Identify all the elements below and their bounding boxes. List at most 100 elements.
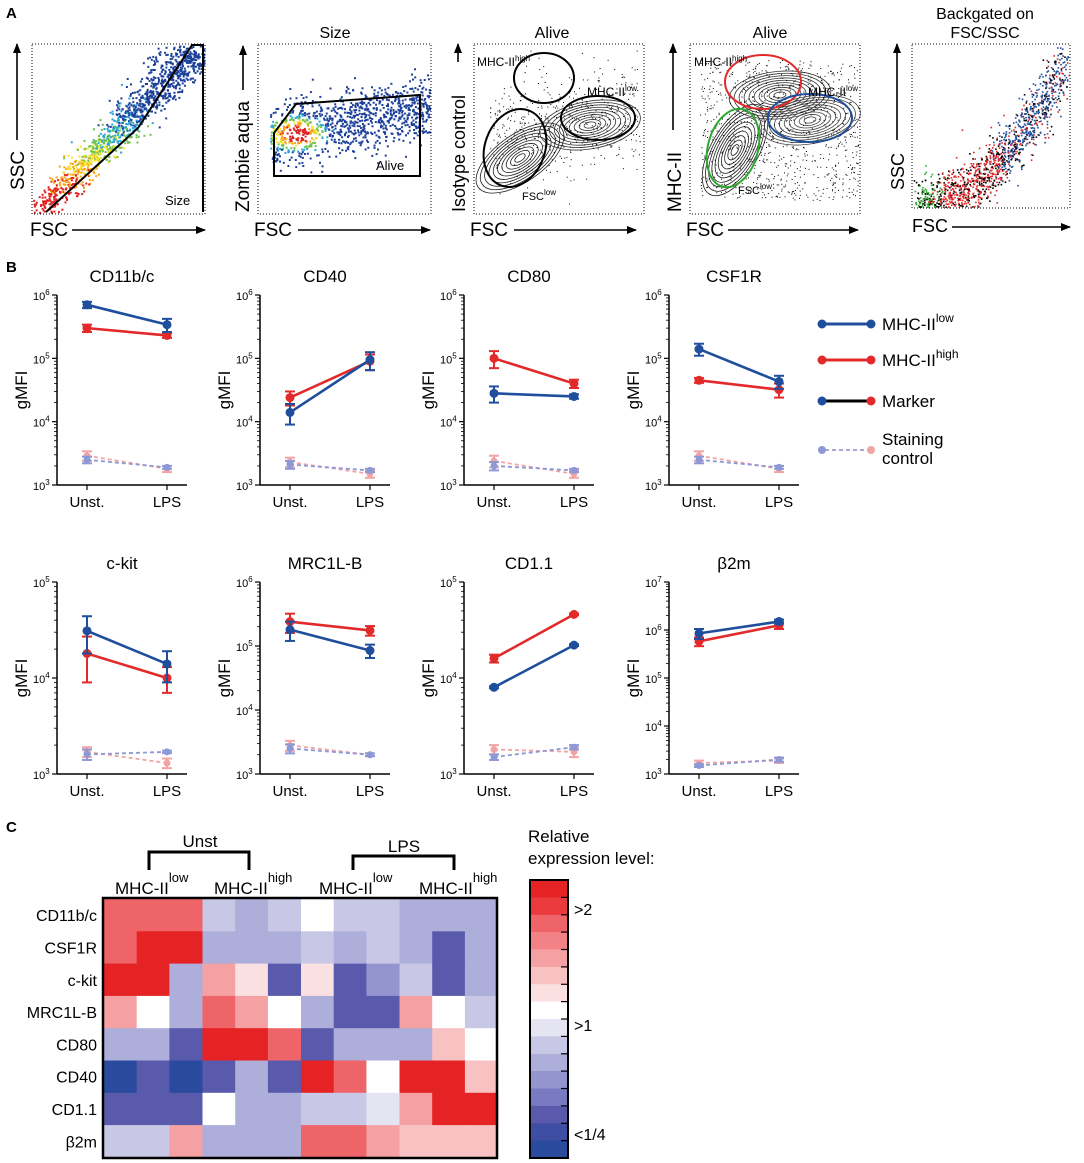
facs-point [760, 134, 762, 135]
facs-point [87, 157, 90, 160]
facs-point [740, 163, 742, 165]
facs-point [784, 163, 786, 165]
facs-point [796, 168, 798, 170]
facs-point [353, 125, 356, 128]
facs-point [570, 152, 572, 153]
facs-point [285, 146, 288, 149]
facs-point [553, 151, 555, 153]
facs-point [799, 84, 801, 86]
facs-point [1039, 132, 1042, 134]
facs-point [128, 109, 131, 112]
facs-point [496, 142, 498, 144]
facs-point [954, 182, 957, 185]
facs-point [275, 137, 278, 139]
facs-point [356, 104, 359, 107]
facs-point [381, 120, 384, 123]
facs-point [952, 169, 954, 171]
facs-point [411, 73, 413, 76]
facs-point [186, 78, 189, 81]
facs-point [303, 127, 306, 130]
facs-point [1054, 97, 1057, 99]
facs-point [850, 168, 852, 170]
facs-point [62, 171, 65, 174]
facs-point [975, 179, 978, 181]
facs-point [987, 151, 990, 153]
facs-point [328, 115, 331, 118]
facs-point [976, 179, 979, 182]
facs-point [584, 144, 585, 146]
facs-point [38, 196, 41, 199]
facs-point [766, 142, 768, 144]
facs-point [150, 78, 153, 81]
mhc-low-gate-blue [767, 93, 853, 143]
facs-point [1037, 126, 1039, 129]
facs-point [726, 138, 728, 140]
facs-point [854, 119, 856, 121]
facs-point [383, 114, 386, 117]
facs-point [741, 146, 743, 148]
facs-point [354, 120, 357, 123]
facs-point [167, 100, 170, 103]
facs-point [959, 186, 961, 188]
facs-point [843, 120, 845, 122]
facs-point [420, 91, 423, 94]
facs-point [521, 126, 523, 128]
facs-point [356, 102, 359, 105]
facs-point [345, 89, 348, 92]
facs-point [952, 192, 955, 195]
facs-point [924, 179, 927, 182]
facs-point [317, 154, 320, 157]
facs-plot-1-frame [31, 43, 206, 215]
facs-point [820, 195, 822, 197]
facs-point [813, 193, 815, 195]
facs-point [282, 129, 285, 132]
facs-point [289, 135, 292, 138]
contour-line [714, 121, 756, 179]
facs-point [849, 102, 851, 104]
facs-point [768, 125, 770, 127]
facs-point [561, 157, 562, 159]
facs-point [78, 168, 81, 171]
facs-point [302, 113, 305, 116]
facs-point [563, 162, 565, 163]
facs-point [842, 189, 844, 191]
facs-point [353, 129, 356, 132]
facs-point [401, 111, 404, 114]
facs-point [570, 130, 572, 131]
facs-point [292, 119, 295, 122]
facs-point [771, 118, 772, 120]
facs-point [596, 125, 598, 127]
facs-point [844, 117, 846, 118]
facs-point [371, 125, 374, 128]
facs-point [931, 173, 934, 176]
facs-point [277, 143, 280, 146]
facs-point [284, 140, 287, 143]
facs-point [111, 141, 114, 144]
facs-point [710, 120, 712, 122]
facs-point [114, 130, 117, 133]
facs-point [546, 73, 548, 74]
facs-point [814, 160, 816, 162]
facs-point [408, 112, 411, 115]
facs-point [797, 182, 798, 184]
facs-point [1057, 54, 1059, 57]
facs-point [804, 182, 806, 184]
facs-plot-1-xlabel: FSC [30, 220, 68, 241]
facs-point [545, 169, 547, 171]
facs-point [628, 126, 630, 128]
facs-point [631, 67, 633, 69]
facs-point [812, 89, 813, 91]
facs-point [788, 130, 790, 132]
facs-point [1018, 159, 1021, 161]
facs-point [961, 176, 964, 178]
facs-point [359, 101, 362, 104]
facs-point [425, 111, 428, 114]
facs-point [728, 136, 730, 137]
facs-point [85, 182, 88, 185]
facs-point [563, 115, 565, 117]
facs-point [316, 137, 318, 140]
facs-point [387, 103, 389, 106]
facs-point [817, 138, 819, 140]
facs-point [598, 123, 600, 125]
facs-point [506, 108, 508, 110]
